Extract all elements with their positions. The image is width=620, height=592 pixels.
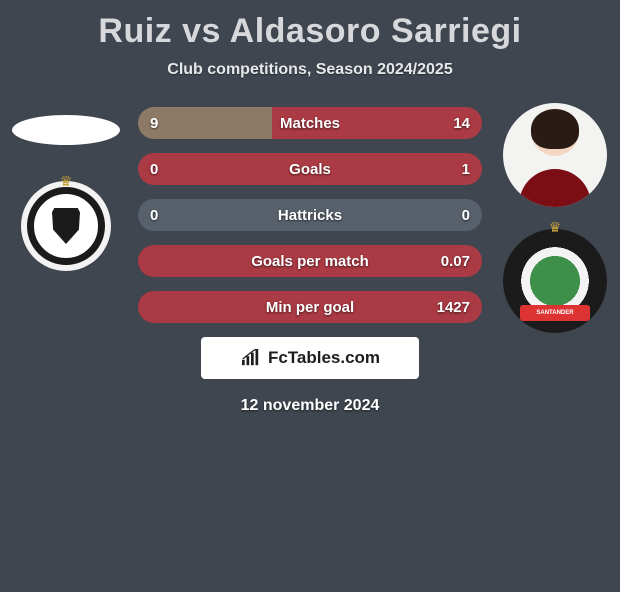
club-ring — [27, 187, 105, 265]
subtitle: Club competitions, Season 2024/2025 — [0, 61, 620, 79]
comparison-area: ♛ ♛ SANTANDER Matches914 Goals01 Hattricks… — [0, 107, 620, 415]
vs-label: vs — [182, 12, 221, 50]
page-title: Ruiz vs Aldasoro Sarriegi — [0, 12, 620, 51]
left-column: ♛ — [6, 103, 126, 271]
stat-bar: Min per goal1427 — [138, 291, 482, 323]
bars-icon — [240, 349, 262, 367]
player1-avatar — [12, 115, 120, 145]
bar-right-segment — [310, 199, 482, 231]
bar-left-segment — [138, 199, 310, 231]
stat-bars: Matches914 Goals01 Hattricks00 Goals per ma… — [138, 107, 482, 323]
bar-right-segment — [138, 245, 482, 277]
bar-right-segment — [138, 153, 482, 185]
player2-club-badge: ♛ SANTANDER — [503, 229, 607, 333]
right-column: ♛ SANTANDER — [490, 103, 620, 333]
bar-right-segment — [272, 107, 482, 139]
club-banner: SANTANDER — [520, 305, 590, 321]
stat-bar: Goals per match0.07 — [138, 245, 482, 277]
stat-bar: Matches914 — [138, 107, 482, 139]
player1-club-badge: ♛ — [21, 181, 111, 271]
stat-bar: Hattricks00 — [138, 199, 482, 231]
fctables-logo: FcTables.com — [201, 337, 419, 379]
player2-name: Aldasoro Sarriegi — [230, 12, 522, 50]
player1-name: Ruiz — [98, 12, 172, 50]
bar-right-segment — [138, 291, 482, 323]
bar-left-segment — [138, 107, 272, 139]
crown-icon: ♛ — [549, 219, 562, 236]
crown-icon: ♛ — [60, 173, 73, 190]
date-label: 12 november 2024 — [0, 397, 620, 415]
player2-avatar — [503, 103, 607, 207]
logo-text: FcTables.com — [268, 348, 380, 368]
shield-icon — [52, 208, 80, 244]
stat-bar: Goals01 — [138, 153, 482, 185]
